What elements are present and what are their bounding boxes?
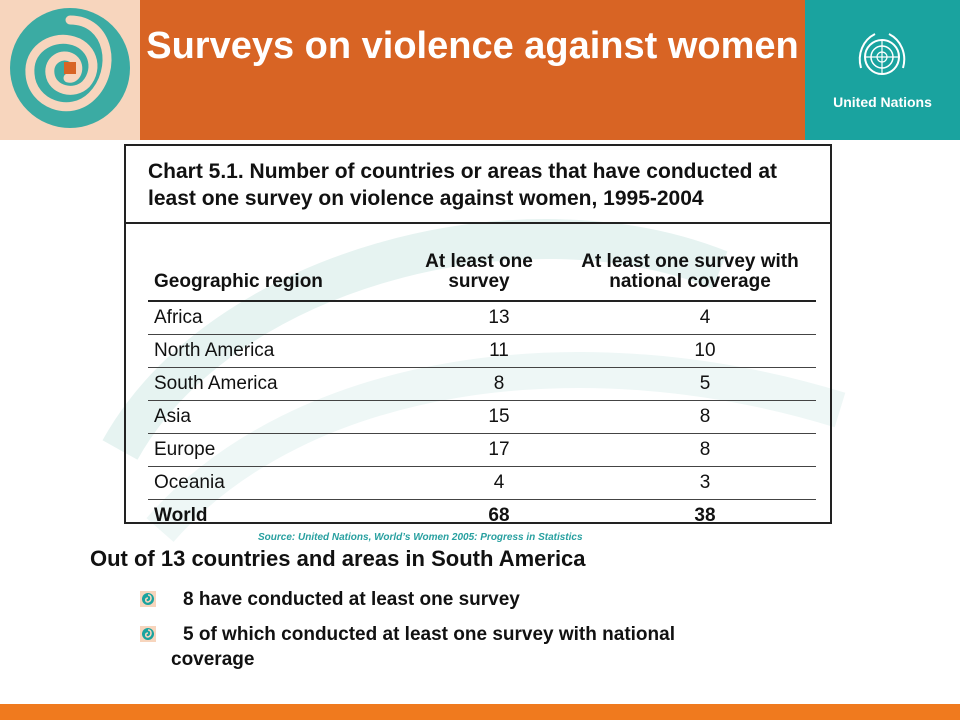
national-cell: 38 [694,505,716,526]
bullet-text: 5 of which conducted at least one survey… [183,624,675,645]
national-cell: 8 [564,400,816,434]
bullet-text-continuation: coverage [171,649,255,670]
at-least-one-cell: 11 [394,334,564,368]
national-cell: 4 [564,301,816,335]
survey-table: Geographic region At least one survey At… [148,234,816,532]
bullet-item: 5 of which conducted at least one survey… [140,622,900,672]
column-header-at-least-one: At least one survey [394,234,564,302]
at-least-one-cell: 17 [394,433,564,467]
title-band: Surveys on violence against women [140,0,805,140]
region-cell: Europe [148,433,394,467]
chart-title: Chart 5.1. Number of countries or areas … [126,146,830,224]
column-header-national: At least one survey with national covera… [564,234,816,302]
at-least-one-cell: 4 [394,466,564,500]
un-label: United Nations [833,94,932,110]
table-row: North America 11 10 [148,334,816,368]
slide-header: Surveys on violence against women United… [0,0,960,140]
column-header-region: Geographic region [148,234,394,302]
table-total-row: World 68 38 [148,500,816,533]
at-least-one-cell: 68 [488,505,510,526]
table-row: Oceania 4 3 [148,466,816,500]
region-cell: North America [148,334,394,368]
at-least-one-cell: 13 [394,301,564,335]
spiral-logo-icon [10,8,130,128]
spiral-bullet-icon [140,626,156,642]
spiral-bullet-icon [140,591,156,607]
region-cell: World [154,505,208,526]
spiral-logo [0,0,140,140]
national-cell: 8 [564,433,816,467]
region-cell: South America [148,367,394,401]
at-least-one-cell: 15 [394,400,564,434]
headline: Out of 13 countries and areas in South A… [90,546,586,571]
at-least-one-cell: 8 [394,367,564,401]
un-emblem-icon [858,33,906,75]
table-row: Africa 13 4 [148,301,816,335]
table-row: South America 8 5 [148,367,816,401]
source-caption: Source: United Nations, World’s Women 20… [258,532,583,543]
page-title: Surveys on violence against women [146,25,799,67]
table-row: Europe 17 8 [148,433,816,467]
region-cell: Oceania [148,466,394,500]
bullet-text: 8 have conducted at least one survey [183,589,520,610]
footer-bar [0,704,960,720]
region-cell: Asia [148,400,394,434]
table-header-row: Geographic region At least one survey At… [148,234,816,302]
chart-table-frame: Chart 5.1. Number of countries or areas … [124,144,832,526]
national-cell: 10 [564,334,816,368]
national-cell: 3 [564,466,816,500]
bullet-item: 8 have conducted at least one survey [140,587,900,612]
national-cell: 5 [564,367,816,401]
un-branding: United Nations [805,0,960,140]
bullet-text-block: 5 of which conducted at least one survey… [140,622,900,672]
region-cell: Africa [148,301,394,335]
table-row: Asia 15 8 [148,400,816,434]
